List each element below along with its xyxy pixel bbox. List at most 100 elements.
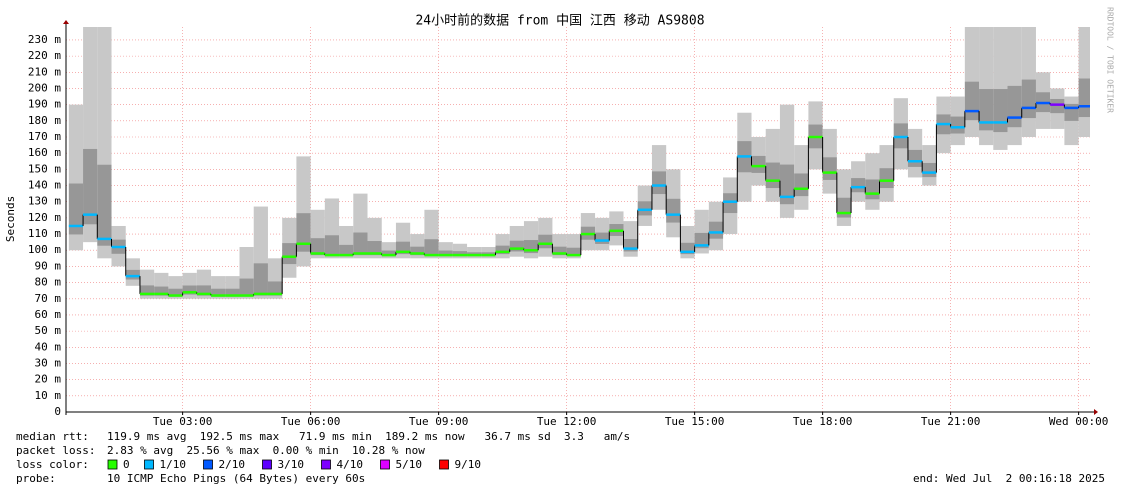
smoke-core — [922, 162, 937, 178]
footer-text: 119.9 ms avg 192.5 ms max 71.9 ms min 18… — [107, 430, 630, 443]
smoke-core — [779, 164, 795, 205]
y-tick-label: 180 m — [28, 114, 61, 127]
smoke-core — [1021, 79, 1036, 119]
legend-swatch — [203, 459, 213, 470]
chart-title: 24小时前的数据 from 中国 江西 移动 AS9808 — [415, 13, 704, 29]
smoke-core — [438, 250, 453, 257]
smoke-core — [865, 179, 880, 200]
footer-label: packet loss: — [16, 444, 95, 457]
smoke-core — [1064, 103, 1079, 121]
legend-entry: 4/10 — [337, 458, 364, 471]
footer-text: 2.83 % avg 25.56 % max 0.00 % min 10.28 … — [107, 444, 425, 457]
x-tick-label: Tue 06:00 — [281, 415, 341, 428]
smoke-core — [324, 235, 340, 257]
smoke-core — [225, 288, 240, 297]
legend-entry: 3/10 — [278, 458, 305, 471]
smoke-core — [666, 198, 681, 223]
smoke-core — [765, 162, 780, 189]
legend-swatch — [321, 459, 331, 470]
footer-label: median rtt: — [16, 430, 89, 443]
smoke-core — [851, 178, 866, 193]
y-tick-label: 160 m — [28, 146, 61, 159]
smoke-core — [708, 221, 724, 239]
smoke-core — [680, 242, 695, 255]
smoke-core — [794, 173, 809, 197]
x-tick-label: Tue 09:00 — [409, 415, 469, 428]
legend-swatch — [380, 459, 390, 470]
y-tick-label: 50 m — [35, 324, 62, 337]
smoke-core — [651, 171, 667, 195]
smoke-core — [538, 234, 553, 249]
smoke-core — [993, 89, 1008, 133]
y-tick-label: 20 m — [35, 373, 62, 386]
legend-entry: 0 — [123, 458, 130, 471]
smoke-core — [595, 232, 610, 244]
y-tick-label: 120 m — [28, 211, 61, 224]
probe-text: 10 ICMP Echo Pings (64 Bytes) every 60s — [107, 472, 365, 485]
smoke-core — [424, 239, 439, 257]
y-tick-label: 90 m — [35, 259, 62, 272]
watermark: RRDTOOL / TOBI OETIKER — [1106, 7, 1115, 113]
smoke-core — [495, 245, 510, 255]
x-tick-label: Wed 00:00 — [1049, 415, 1109, 428]
smoke-core — [339, 244, 354, 257]
y-tick-label: 0 — [54, 405, 61, 418]
legend-entry: 1/10 — [160, 458, 187, 471]
y-tick-label: 40 m — [35, 340, 62, 353]
smoke-core — [97, 164, 112, 246]
axis-arrow — [63, 20, 69, 24]
y-tick-label: 100 m — [28, 243, 61, 256]
smoke-core — [353, 232, 368, 256]
x-tick-label: Tue 15:00 — [665, 415, 725, 428]
smoke-core — [139, 285, 155, 296]
y-tick-label: 80 m — [35, 276, 62, 289]
smoke-core — [509, 240, 524, 252]
smoke-core — [381, 250, 396, 257]
smoke-core — [239, 278, 254, 297]
smoke-core — [452, 251, 468, 257]
smoke-core — [310, 238, 325, 256]
smoke-core — [751, 155, 766, 173]
x-tick-label: Tue 12:00 — [537, 415, 597, 428]
x-tick-label: Tue 03:00 — [153, 415, 213, 428]
x-tick-label: Tue 21:00 — [921, 415, 981, 428]
y-tick-label: 210 m — [28, 65, 61, 78]
y-tick-label: 140 m — [28, 179, 61, 192]
y-tick-label: 30 m — [35, 356, 62, 369]
smoke-core — [154, 286, 169, 296]
y-tick-label: 220 m — [28, 49, 61, 62]
smoke-core — [979, 89, 994, 131]
legend-entry: 9/10 — [455, 458, 482, 471]
smoke-core — [1007, 85, 1022, 128]
smoke-core — [723, 193, 738, 214]
y-axis-label: Seconds — [4, 196, 17, 242]
smoke-core — [168, 288, 183, 297]
y-tick-label: 110 m — [28, 227, 61, 240]
smoke-core — [410, 246, 425, 256]
y-tick-label: 130 m — [28, 195, 61, 208]
smoke-core — [282, 243, 297, 265]
y-tick-label: 200 m — [28, 81, 61, 94]
smoke-core — [879, 168, 894, 189]
y-tick-label: 190 m — [28, 98, 61, 111]
smoke-core — [552, 246, 567, 256]
x-tick-label: Tue 18:00 — [793, 415, 853, 428]
probe-label: probe: — [16, 472, 56, 485]
smoke-core — [907, 149, 923, 167]
legend-entry: 5/10 — [396, 458, 423, 471]
axis-arrow — [1094, 409, 1098, 415]
smoke-core — [83, 148, 98, 225]
smoke-core — [1078, 78, 1090, 118]
smoke-core — [822, 157, 837, 180]
smoke-core — [637, 201, 652, 216]
y-tick-label: 230 m — [28, 33, 61, 46]
smoke-core — [1050, 98, 1065, 114]
smoke-core — [196, 285, 212, 296]
legend-label: loss color: — [16, 458, 89, 471]
y-tick-label: 70 m — [35, 292, 62, 305]
smoke-core — [566, 247, 581, 257]
y-tick-label: 60 m — [35, 308, 62, 321]
legend-swatch — [107, 459, 118, 470]
smoke-core — [267, 281, 283, 296]
